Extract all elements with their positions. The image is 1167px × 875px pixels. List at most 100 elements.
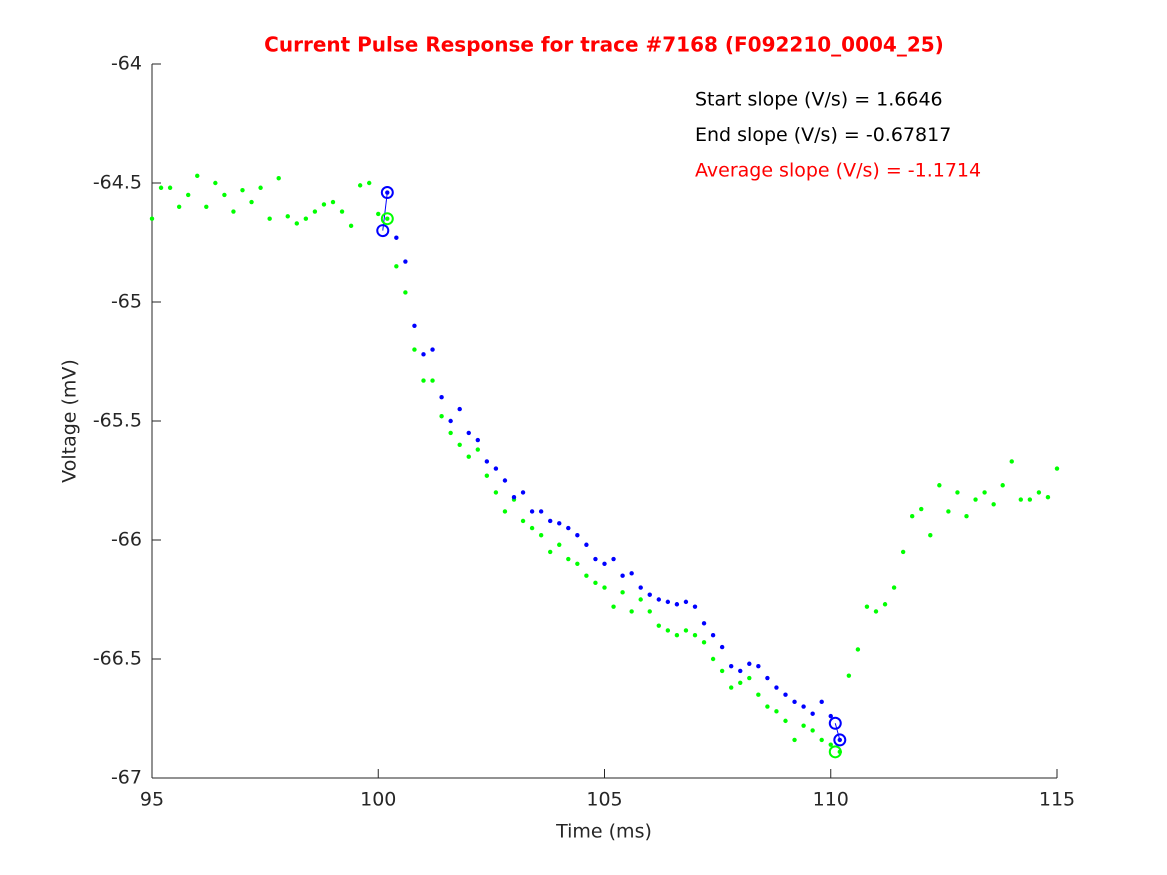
data-point — [774, 709, 779, 714]
data-point — [584, 573, 589, 578]
data-point — [873, 609, 879, 614]
x-tick-label: 100 — [360, 789, 396, 811]
data-point — [638, 597, 643, 602]
data-point — [719, 668, 725, 674]
data-point — [548, 549, 553, 555]
x-tick-label: 110 — [813, 789, 849, 811]
data-point — [493, 490, 499, 495]
data-point — [674, 602, 680, 607]
data-point — [747, 661, 752, 666]
data-point — [240, 187, 245, 193]
data-point — [638, 585, 643, 590]
data-point — [982, 490, 987, 495]
data-point — [231, 209, 236, 214]
data-point — [511, 494, 517, 500]
data-point — [674, 633, 680, 638]
data-point — [557, 542, 562, 547]
data-point — [683, 599, 689, 605]
data-point — [276, 176, 281, 181]
data-point — [249, 199, 254, 205]
data-point — [710, 656, 716, 662]
data-point — [656, 597, 661, 602]
data-point — [538, 533, 544, 538]
data-point — [765, 675, 770, 681]
data-point — [158, 185, 164, 190]
y-tick-label: -66.5 — [93, 648, 142, 670]
data-point — [919, 506, 924, 512]
data-point — [765, 704, 770, 709]
data-point — [864, 604, 870, 609]
data-point — [403, 290, 408, 295]
annotation: End slope (V/s) = -0.67817 — [695, 124, 951, 146]
data-point — [729, 663, 734, 669]
y-tick-label: -65.5 — [93, 410, 142, 432]
annotation: Average slope (V/s) = -1.1714 — [695, 160, 981, 182]
data-point — [330, 199, 336, 205]
marker — [376, 224, 390, 238]
data-point — [611, 556, 616, 562]
data-point — [946, 509, 951, 514]
data-point — [964, 514, 969, 519]
data-point — [882, 602, 888, 607]
data-point — [448, 430, 453, 436]
data-point — [801, 704, 806, 709]
data-point — [683, 628, 689, 633]
y-tick-label: -65 — [111, 291, 142, 313]
data-point — [719, 644, 725, 650]
data-point — [900, 549, 906, 555]
data-point — [629, 609, 634, 614]
data-point — [602, 585, 607, 590]
data-point — [602, 561, 607, 566]
data-point — [566, 525, 571, 531]
data-point — [955, 490, 960, 495]
data-point — [910, 514, 915, 519]
data-point — [475, 437, 480, 443]
data-point — [448, 418, 453, 424]
data-point — [656, 623, 661, 628]
data-point — [548, 518, 553, 524]
data-point — [593, 580, 598, 586]
data-point — [792, 699, 797, 705]
data-point — [611, 604, 616, 609]
data-point — [457, 442, 462, 447]
marker — [828, 745, 842, 759]
data-point — [991, 502, 996, 507]
data-point — [710, 633, 716, 638]
data-point — [439, 414, 444, 419]
data-point — [376, 211, 381, 217]
data-point — [783, 692, 788, 697]
data-point — [647, 592, 652, 597]
data-point — [647, 609, 652, 614]
data-point — [149, 216, 155, 221]
data-point — [258, 185, 263, 190]
data-point — [774, 685, 779, 690]
data-point — [394, 235, 399, 240]
data-point — [439, 395, 444, 400]
data-point — [385, 216, 390, 221]
data-point — [1027, 497, 1033, 502]
data-point — [367, 180, 372, 186]
data-point — [1045, 494, 1051, 500]
data-point — [403, 259, 408, 264]
marker — [380, 212, 394, 226]
chart-title: Current Pulse Response for trace #7168 (… — [264, 33, 944, 57]
data-point — [294, 221, 299, 226]
data-point — [692, 633, 698, 638]
data-point — [303, 216, 309, 221]
data-point — [466, 454, 471, 459]
marker — [828, 716, 842, 730]
data-point — [176, 204, 182, 209]
data-point — [665, 628, 671, 633]
data-point — [222, 192, 227, 198]
marker-line — [834, 723, 841, 741]
data-point — [738, 668, 743, 674]
data-point — [348, 223, 354, 229]
data-point — [593, 556, 598, 562]
y-tick-label: -64 — [111, 53, 142, 75]
x-tick-label: 115 — [1039, 789, 1075, 811]
data-point — [620, 573, 625, 578]
data-point — [529, 525, 535, 531]
data-point — [937, 483, 942, 488]
data-point — [819, 699, 824, 705]
data-point — [819, 737, 824, 743]
